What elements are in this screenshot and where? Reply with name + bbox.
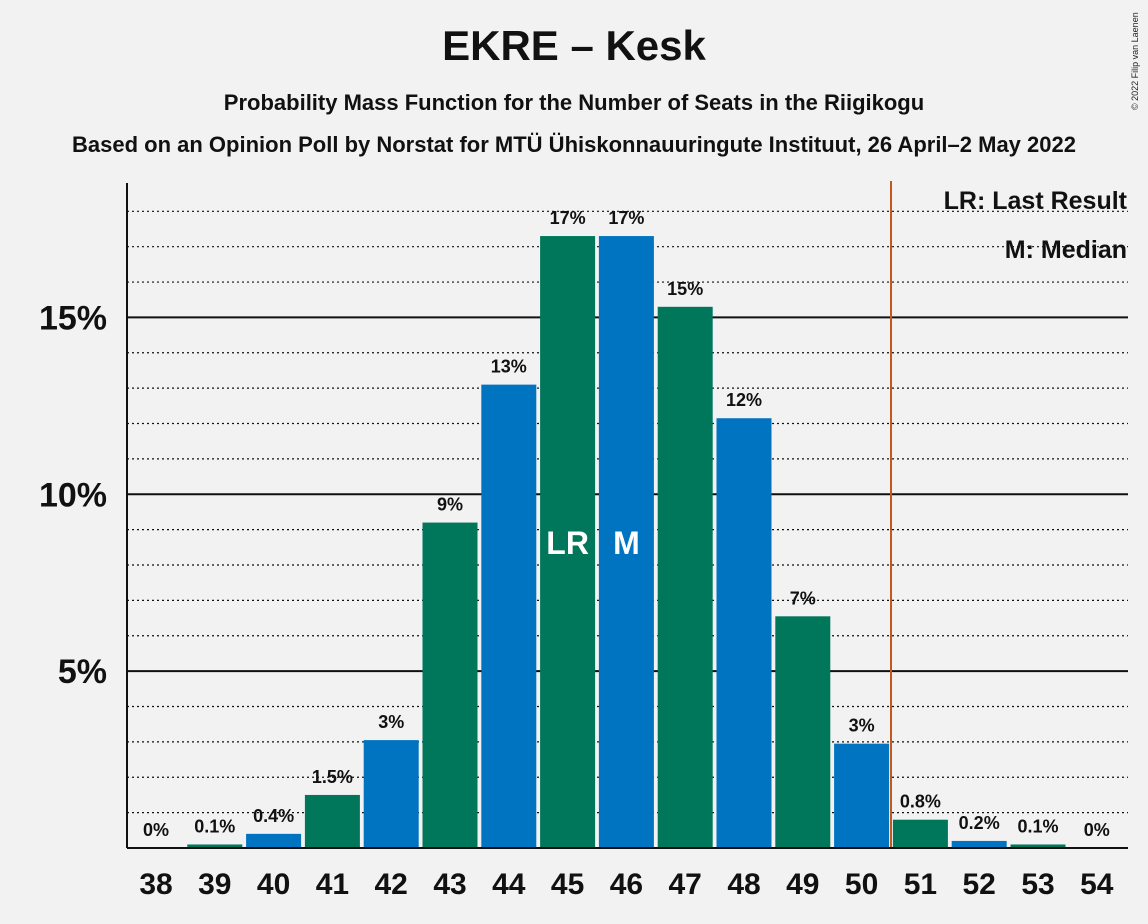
bar-seat-52 xyxy=(951,840,1007,848)
x-tick-label: 50 xyxy=(845,868,878,901)
data-label: 17% xyxy=(608,208,644,228)
x-tick-label: 48 xyxy=(727,868,760,901)
data-label: 3% xyxy=(849,716,875,736)
bar-seat-40 xyxy=(246,833,302,848)
chart-source: Based on an Opinion Poll by Norstat for … xyxy=(72,132,1076,157)
x-tick-label: 53 xyxy=(1021,868,1054,901)
x-tick-label: 40 xyxy=(257,868,290,901)
bar-seat-42 xyxy=(363,740,419,848)
y-tick-label: 15% xyxy=(39,299,107,337)
data-label: 0.8% xyxy=(900,792,941,812)
x-tick-label: 46 xyxy=(610,868,643,901)
x-tick-label: 44 xyxy=(492,868,526,901)
x-tick-label: 47 xyxy=(669,868,702,901)
bar-seat-46 xyxy=(598,236,654,848)
bar-seat-48 xyxy=(716,418,772,848)
data-label: 0.1% xyxy=(194,816,235,836)
bar-seat-44 xyxy=(481,384,537,848)
x-tick-label: 42 xyxy=(375,868,408,901)
median-marker: M xyxy=(613,525,640,561)
data-label: 1.5% xyxy=(312,767,353,787)
y-tick-label: 5% xyxy=(58,653,107,691)
chart-subtitle: Probability Mass Function for the Number… xyxy=(223,90,925,115)
bar-seat-47 xyxy=(657,306,713,848)
y-tick-label: 10% xyxy=(39,476,107,514)
data-label: 0% xyxy=(143,820,169,840)
data-label: 7% xyxy=(790,588,816,608)
data-label: 0.2% xyxy=(959,813,1000,833)
x-tick-label: 41 xyxy=(316,868,349,901)
x-tick-label: 51 xyxy=(904,868,937,901)
legend-group: LR: Last Result M: Median xyxy=(944,187,1128,264)
last-result-marker: LR xyxy=(546,525,589,561)
x-tick-label: 49 xyxy=(786,868,819,901)
bar-seat-39 xyxy=(187,844,243,848)
data-label: 15% xyxy=(667,279,703,299)
data-label: 0.4% xyxy=(253,806,294,826)
bar-seat-41 xyxy=(304,794,360,848)
chart-title: EKRE – Kesk xyxy=(442,22,706,69)
x-tick-label: 43 xyxy=(433,868,466,901)
data-label: 0.1% xyxy=(1017,816,1058,836)
x-tick-label: 39 xyxy=(198,868,231,901)
bar-seat-49 xyxy=(775,616,831,848)
x-tick-label: 45 xyxy=(551,868,584,901)
x-tick-label: 54 xyxy=(1080,868,1114,901)
bar-seat-45 xyxy=(540,236,596,848)
axes-group: 5% 10% 15% 38 39 40 41 42 43 44 45 46 47 48 49 50 51 52 53… xyxy=(39,181,1128,901)
x-tick-label: 38 xyxy=(139,868,172,901)
data-label: 13% xyxy=(491,357,527,377)
data-label: 17% xyxy=(550,208,586,228)
data-label: 3% xyxy=(378,712,404,732)
bar-seat-51 xyxy=(892,819,948,848)
bars-group xyxy=(187,236,1066,848)
bar-seat-43 xyxy=(422,522,478,848)
legend-entry: LR: Last Result xyxy=(944,187,1128,215)
legend-entry: M: Median xyxy=(1005,236,1127,264)
x-tick-label: 52 xyxy=(963,868,996,901)
data-label: 0% xyxy=(1084,820,1110,840)
data-labels-group: 0% 0.1% 0.4% 1.5% 3% 9% 13% 17% 17% 15% 12% 7% 3% 0.8… xyxy=(143,208,1110,840)
bar-seat-50 xyxy=(834,743,890,848)
bar-seat-53 xyxy=(1010,844,1066,848)
data-label: 9% xyxy=(437,495,463,515)
data-label: 12% xyxy=(726,390,762,410)
